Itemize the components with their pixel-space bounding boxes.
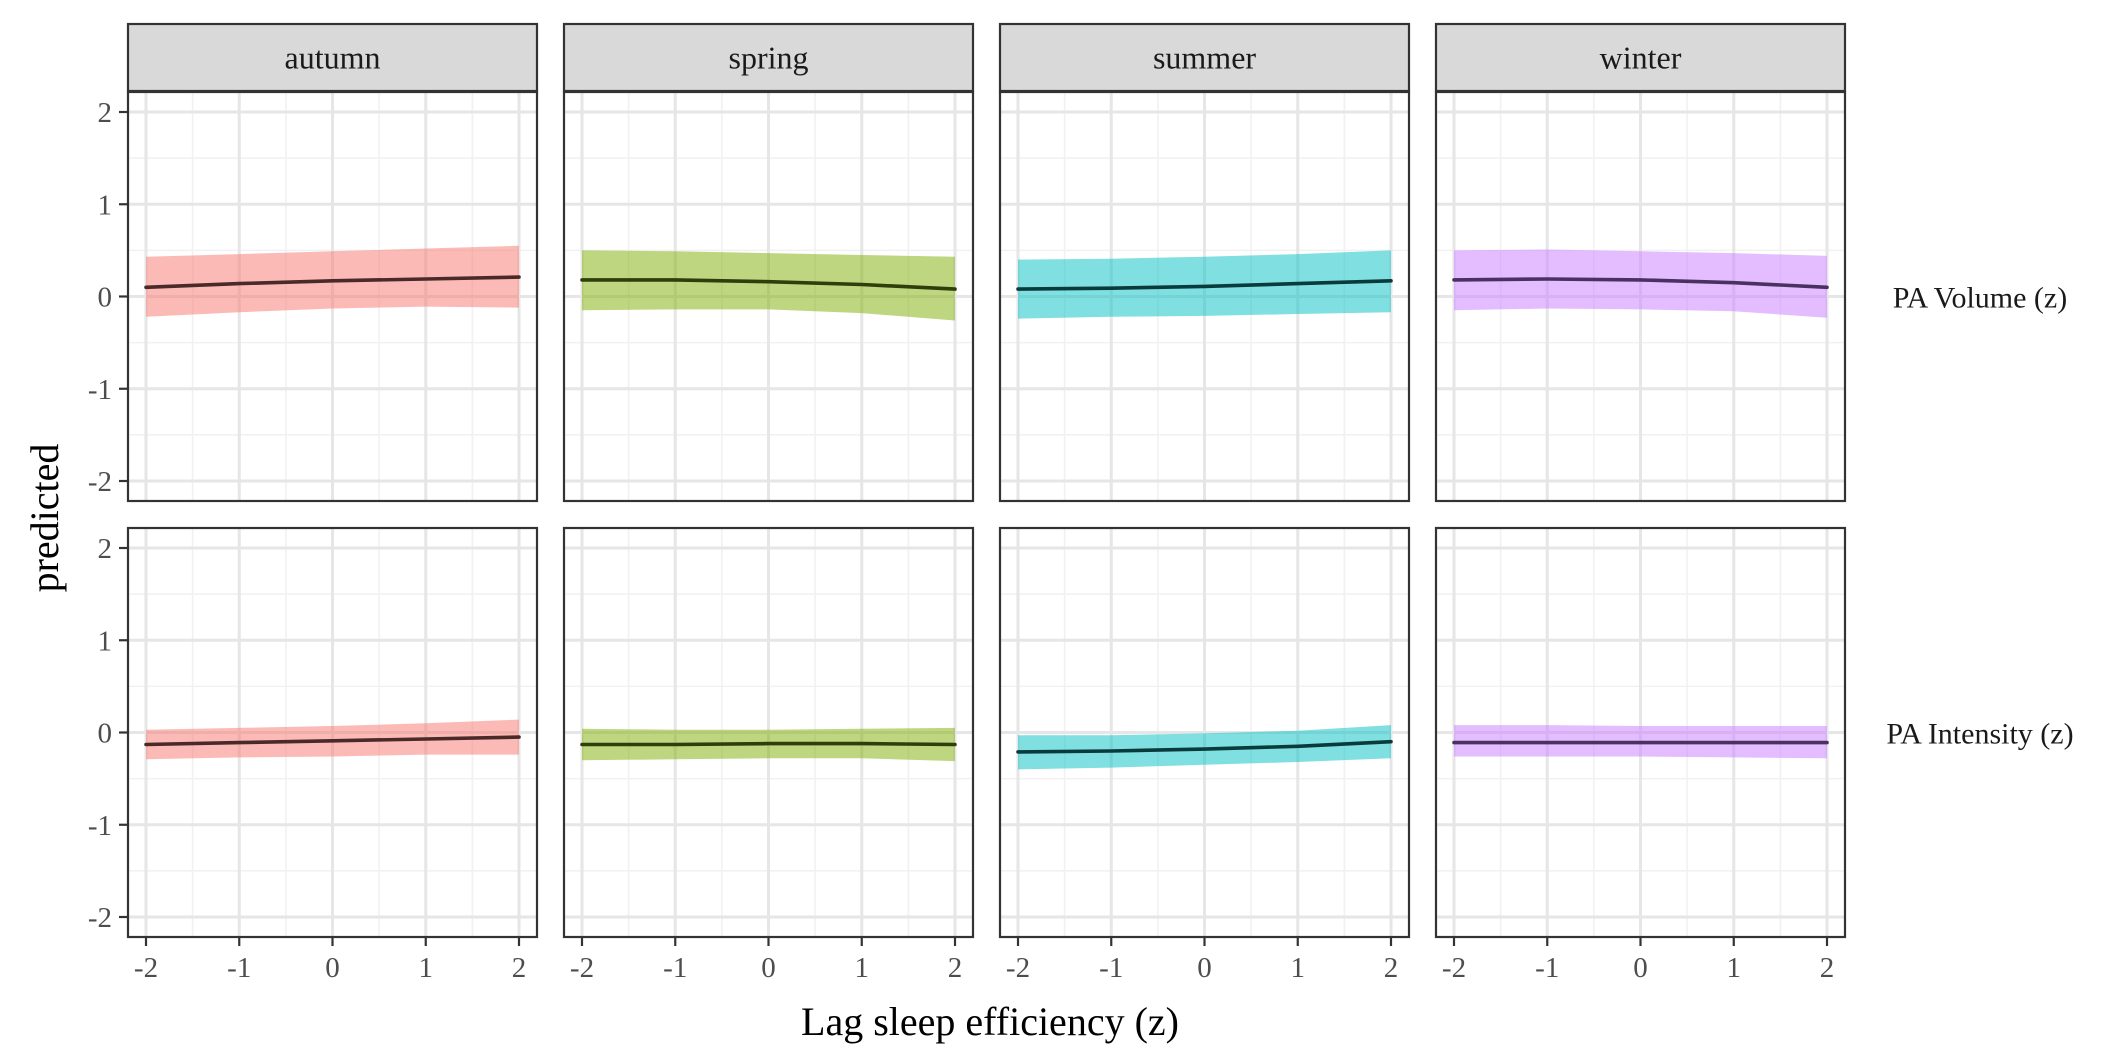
x-axis-summer: -2 -1 0 1 2 <box>1006 937 1398 984</box>
facet-panels <box>126 90 1847 939</box>
y-axis-title: predicted <box>22 444 67 593</box>
facet-strip-label-winter: winter <box>1600 40 1682 76</box>
x-tick-label: 2 <box>948 952 963 984</box>
x-tick-label: -2 <box>570 952 594 984</box>
fit-line-spring <box>580 278 957 291</box>
y-tick-label: 1 <box>98 625 113 657</box>
facet-strip-summer: summer <box>998 22 1411 93</box>
x-tick-label: 0 <box>761 952 776 984</box>
panel-pa-volume-z-spring <box>562 90 975 503</box>
facet-strips: autumn spring summer winter <box>126 22 1847 93</box>
facet-strip-winter: winter <box>1434 22 1847 93</box>
y-tick-label: 2 <box>98 97 113 129</box>
x-tick-label: -1 <box>227 952 251 984</box>
panel-pa-volume-z-winter <box>1434 90 1847 503</box>
x-tick-label: -2 <box>1006 952 1030 984</box>
facet-strip-autumn: autumn <box>126 22 539 93</box>
y-tick-label: -1 <box>88 810 112 842</box>
fit-line-summer <box>1016 278 1393 291</box>
fit-line-autumn <box>144 735 521 747</box>
panel-pa-volume-z-autumn <box>126 90 539 503</box>
y-tick-label: -2 <box>88 466 112 498</box>
x-tick-label: -2 <box>134 952 158 984</box>
panel-pa-volume-z-summer <box>998 90 1411 503</box>
facet-strip-bg <box>998 22 1411 93</box>
x-tick-label: 2 <box>512 952 527 984</box>
facet-strip-label-autumn: autumn <box>285 40 381 76</box>
x-tick-label: 2 <box>1384 952 1399 984</box>
facet-row-labels: PA Volume (z) PA Intensity (z) <box>1886 282 2073 751</box>
ribbon-spring <box>582 250 955 321</box>
x-tick-label: 0 <box>1197 952 1212 984</box>
y-axis-pa-volume-z: -2 -1 0 1 2 <box>88 97 128 498</box>
facet-strip-label-summer: summer <box>1153 40 1256 76</box>
facet-strip-bg <box>126 22 539 93</box>
x-tick-label: 0 <box>1633 952 1648 984</box>
panel-border <box>1434 90 1847 503</box>
x-tick-label: -1 <box>1099 952 1123 984</box>
ribbon-winter <box>1454 249 1827 318</box>
panel-border <box>998 90 1411 503</box>
x-tick-label: -1 <box>1535 952 1559 984</box>
y-tick-label: -1 <box>88 374 112 406</box>
y-tick-label: 2 <box>98 533 113 565</box>
x-tick-label: 0 <box>325 952 340 984</box>
x-tick-label: 2 <box>1820 952 1835 984</box>
fit-line-winter <box>1452 277 1829 290</box>
x-tick-label: 1 <box>855 952 870 984</box>
y-tick-label: 0 <box>98 282 113 314</box>
facet-row-label-pa-intensity-z: PA Intensity (z) <box>1886 718 2073 751</box>
facet-row-label-pa-volume-z: PA Volume (z) <box>1893 282 2067 315</box>
x-axis-winter: -2 -1 0 1 2 <box>1442 937 1834 984</box>
x-axes: -2 -1 0 1 2 -2 -1 0 1 2 -2 -1 0 1 2 -2 -1 0 1 2 <box>134 937 1834 984</box>
y-tick-label: 1 <box>98 189 113 221</box>
y-tick-label: -2 <box>88 902 112 934</box>
y-axes: -2 -1 0 1 2 -2 -1 0 1 2 <box>88 97 128 934</box>
facet-strip-bg <box>1434 22 1847 93</box>
x-tick-label: 1 <box>1727 952 1742 984</box>
x-axis-autumn: -2 -1 0 1 2 <box>134 937 526 984</box>
x-tick-label: 1 <box>1291 952 1306 984</box>
fit-line-spring <box>580 741 957 747</box>
panel-border <box>562 90 975 503</box>
x-axis-spring: -2 -1 0 1 2 <box>570 937 962 984</box>
x-axis-title: Lag sleep efficiency (z) <box>801 999 1179 1044</box>
y-axis-pa-intensity-z: -2 -1 0 1 2 <box>88 533 128 934</box>
facet-strip-bg <box>562 22 975 93</box>
panel-pa-intensity-z-summer <box>998 526 1411 939</box>
x-tick-label: 1 <box>419 952 434 984</box>
panel-pa-intensity-z-autumn <box>126 526 539 939</box>
fit-line-autumn <box>144 275 521 290</box>
panel-pa-intensity-z-winter <box>1434 526 1847 939</box>
panel-pa-intensity-z-spring <box>562 526 975 939</box>
ribbon-summer <box>1018 250 1391 319</box>
x-tick-label: -1 <box>663 952 687 984</box>
x-tick-label: -2 <box>1442 952 1466 984</box>
facet-strip-label-spring: spring <box>729 40 809 76</box>
y-tick-label: 0 <box>98 718 113 750</box>
fit-line-summer <box>1016 739 1393 754</box>
ribbon-summer <box>1018 725 1391 770</box>
facet-strip-spring: spring <box>562 22 975 93</box>
